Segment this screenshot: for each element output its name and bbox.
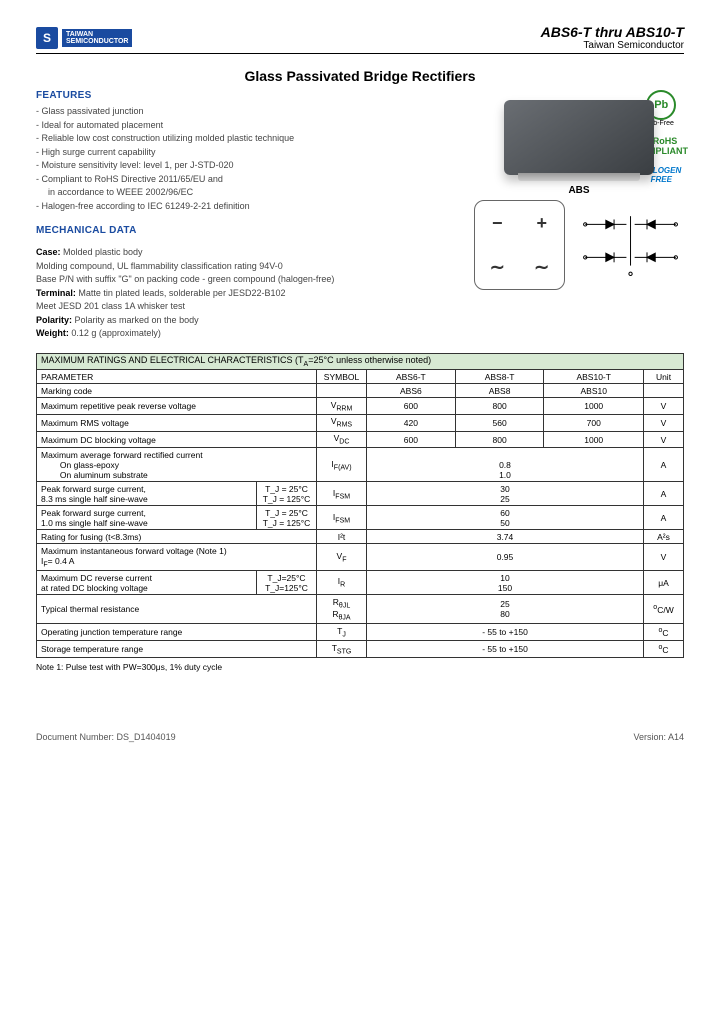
- pin-ac-icon: ∼: [475, 245, 519, 289]
- table-title: MAXIMUM RATINGS AND ELECTRICAL CHARACTER…: [37, 353, 684, 370]
- version: Version: A14: [633, 732, 684, 742]
- mechanical-heading: MECHANICAL DATA: [36, 225, 462, 236]
- pin-minus-icon: −: [475, 201, 519, 245]
- pin-ac-icon: ∼: [519, 245, 563, 289]
- table-row: Peak forward surge current,8.3 ms single…: [37, 482, 684, 506]
- table-row: Operating junction temperature rangeTJ- …: [37, 624, 684, 641]
- feature-item: Compliant to RoHS Directive 2011/65/EU a…: [36, 173, 462, 187]
- feature-item: Glass passivated junction: [36, 105, 462, 119]
- header-right: ABS6-T thru ABS10-T Taiwan Semiconductor: [541, 24, 684, 51]
- feature-item: Moisture sensitivity level: level 1, per…: [36, 159, 462, 173]
- logo-text: TAIWANSEMICONDUCTOR: [62, 29, 132, 47]
- company-name: Taiwan Semiconductor: [541, 40, 684, 51]
- table-row: Storage temperature rangeTSTG- 55 to +15…: [37, 641, 684, 658]
- schematic-diagram: [577, 200, 684, 290]
- feature-item: Halogen-free according to IEC 61249-2-21…: [36, 200, 462, 214]
- table-header-row: PARAMETER SYMBOL ABS6-T ABS8-T ABS10-T U…: [37, 370, 684, 384]
- ratings-table: MAXIMUM RATINGS AND ELECTRICAL CHARACTER…: [36, 353, 684, 672]
- page-title: Glass Passivated Bridge Rectifiers: [36, 68, 684, 84]
- features-list: Glass passivated junction Ideal for auto…: [36, 105, 462, 213]
- package-top-diagram: − + ∼ ∼: [474, 200, 565, 290]
- product-image: [504, 100, 654, 175]
- table-row: Rating for fusing (t<8.3ms)I²t3.74A²s: [37, 530, 684, 544]
- logo: S TAIWANSEMICONDUCTOR: [36, 27, 132, 49]
- logo-mark-icon: S: [36, 27, 58, 49]
- document-number: Document Number: DS_D1404019: [36, 732, 176, 742]
- table-row: Maximum instantaneous forward voltage (N…: [37, 544, 684, 571]
- feature-item: High surge current capability: [36, 146, 462, 160]
- table-row: Marking codeABS6ABS8ABS10: [37, 384, 684, 398]
- feature-item: Reliable low cost construction utilizing…: [36, 132, 462, 146]
- table-note: Note 1: Pulse test with PW=300μs, 1% dut…: [36, 662, 684, 672]
- feature-item: in accordance to WEEE 2002/96/EC: [36, 186, 462, 200]
- mechanical-data: Case: Molded plastic body Molding compou…: [36, 246, 462, 341]
- feature-item: Ideal for automated placement: [36, 119, 462, 133]
- table-row: Typical thermal resistanceRθJLRθJA2580oC…: [37, 595, 684, 624]
- table-row: Peak forward surge current,1.0 ms single…: [37, 506, 684, 530]
- table-row: Maximum RMS voltageVRMS420560700V: [37, 414, 684, 431]
- footer: Document Number: DS_D1404019 Version: A1…: [36, 732, 684, 742]
- header: S TAIWANSEMICONDUCTOR ABS6-T thru ABS10-…: [36, 24, 684, 54]
- table-row: Maximum average forward rectified curren…: [37, 448, 684, 482]
- pin-plus-icon: +: [519, 201, 563, 245]
- table-row: Maximum repetitive peak reverse voltageV…: [37, 398, 684, 415]
- table-row: Maximum DC reverse currentat rated DC bl…: [37, 571, 684, 595]
- table-row: Maximum DC blocking voltageVDC6008001000…: [37, 431, 684, 448]
- product-label: ABS: [474, 185, 684, 196]
- features-heading: FEATURES: [36, 90, 462, 101]
- part-number-range: ABS6-T thru ABS10-T: [541, 24, 684, 40]
